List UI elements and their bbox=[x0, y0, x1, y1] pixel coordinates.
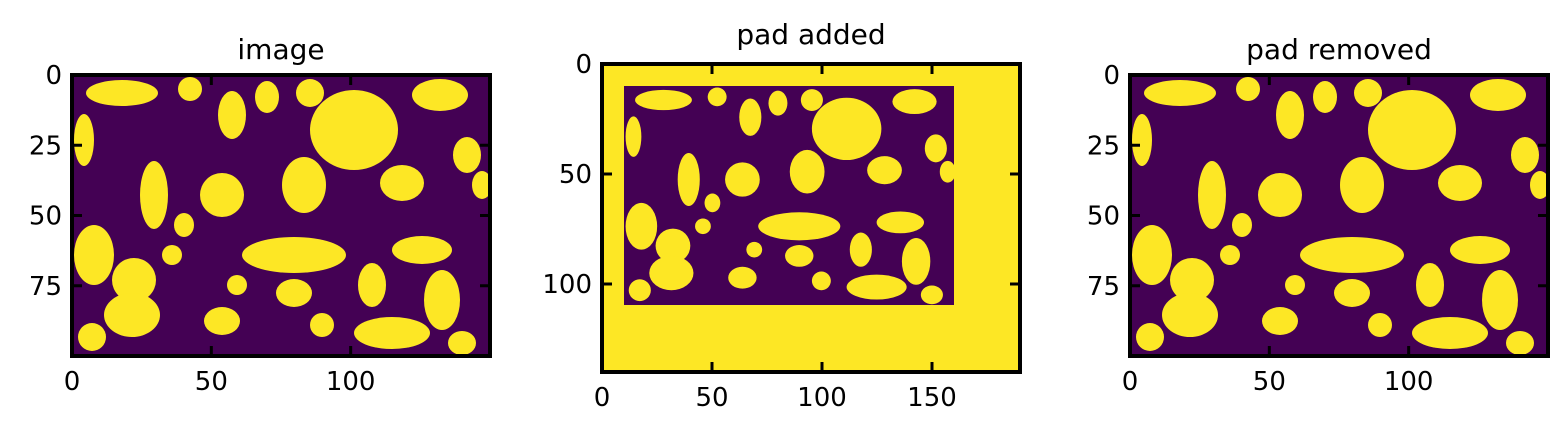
panel-title-pad-removed: pad removed bbox=[1246, 33, 1432, 66]
y-tick-label: 0 bbox=[45, 61, 62, 91]
y-tick-label: 75 bbox=[29, 272, 62, 302]
x-tick-label: 50 bbox=[1253, 367, 1286, 397]
x-tick-label: 0 bbox=[594, 383, 611, 413]
panel-pad-removed: pad removed 0 50 100 0 25 50 75 bbox=[1087, 33, 1550, 397]
y-tick-label: 100 bbox=[542, 270, 592, 300]
heatmap-pad-added bbox=[624, 86, 954, 305]
y-tick-label: 25 bbox=[29, 131, 62, 161]
x-tick-label: 100 bbox=[1384, 367, 1434, 397]
x-tick-label: 100 bbox=[797, 383, 847, 413]
y-tick-label: 0 bbox=[575, 50, 592, 80]
y-tick-label: 0 bbox=[1103, 61, 1120, 91]
heatmap-image bbox=[72, 75, 490, 356]
x-tick-label: 50 bbox=[695, 383, 728, 413]
y-tick-label: 50 bbox=[29, 202, 62, 232]
panel-image: image 0 50 100 0 25 50 75 bbox=[29, 33, 492, 397]
y-tick-label: 50 bbox=[1087, 202, 1120, 232]
panel-pad-added: pad added 0 50 100 150 0 50 100 bbox=[542, 18, 1022, 413]
heatmap-pad-removed bbox=[1130, 75, 1548, 356]
y-tick-label: 50 bbox=[559, 160, 592, 190]
x-tick-label: 0 bbox=[64, 367, 81, 397]
panel-title-pad-added: pad added bbox=[736, 18, 885, 51]
x-tick-label: 100 bbox=[326, 367, 376, 397]
y-tick-label: 25 bbox=[1087, 131, 1120, 161]
y-tick-label: 75 bbox=[1087, 272, 1120, 302]
x-tick-label: 50 bbox=[195, 367, 228, 397]
x-tick-label: 0 bbox=[1122, 367, 1139, 397]
axes-frame bbox=[600, 62, 1022, 374]
panel-title-image: image bbox=[237, 33, 324, 66]
x-tick-label: 150 bbox=[907, 383, 957, 413]
